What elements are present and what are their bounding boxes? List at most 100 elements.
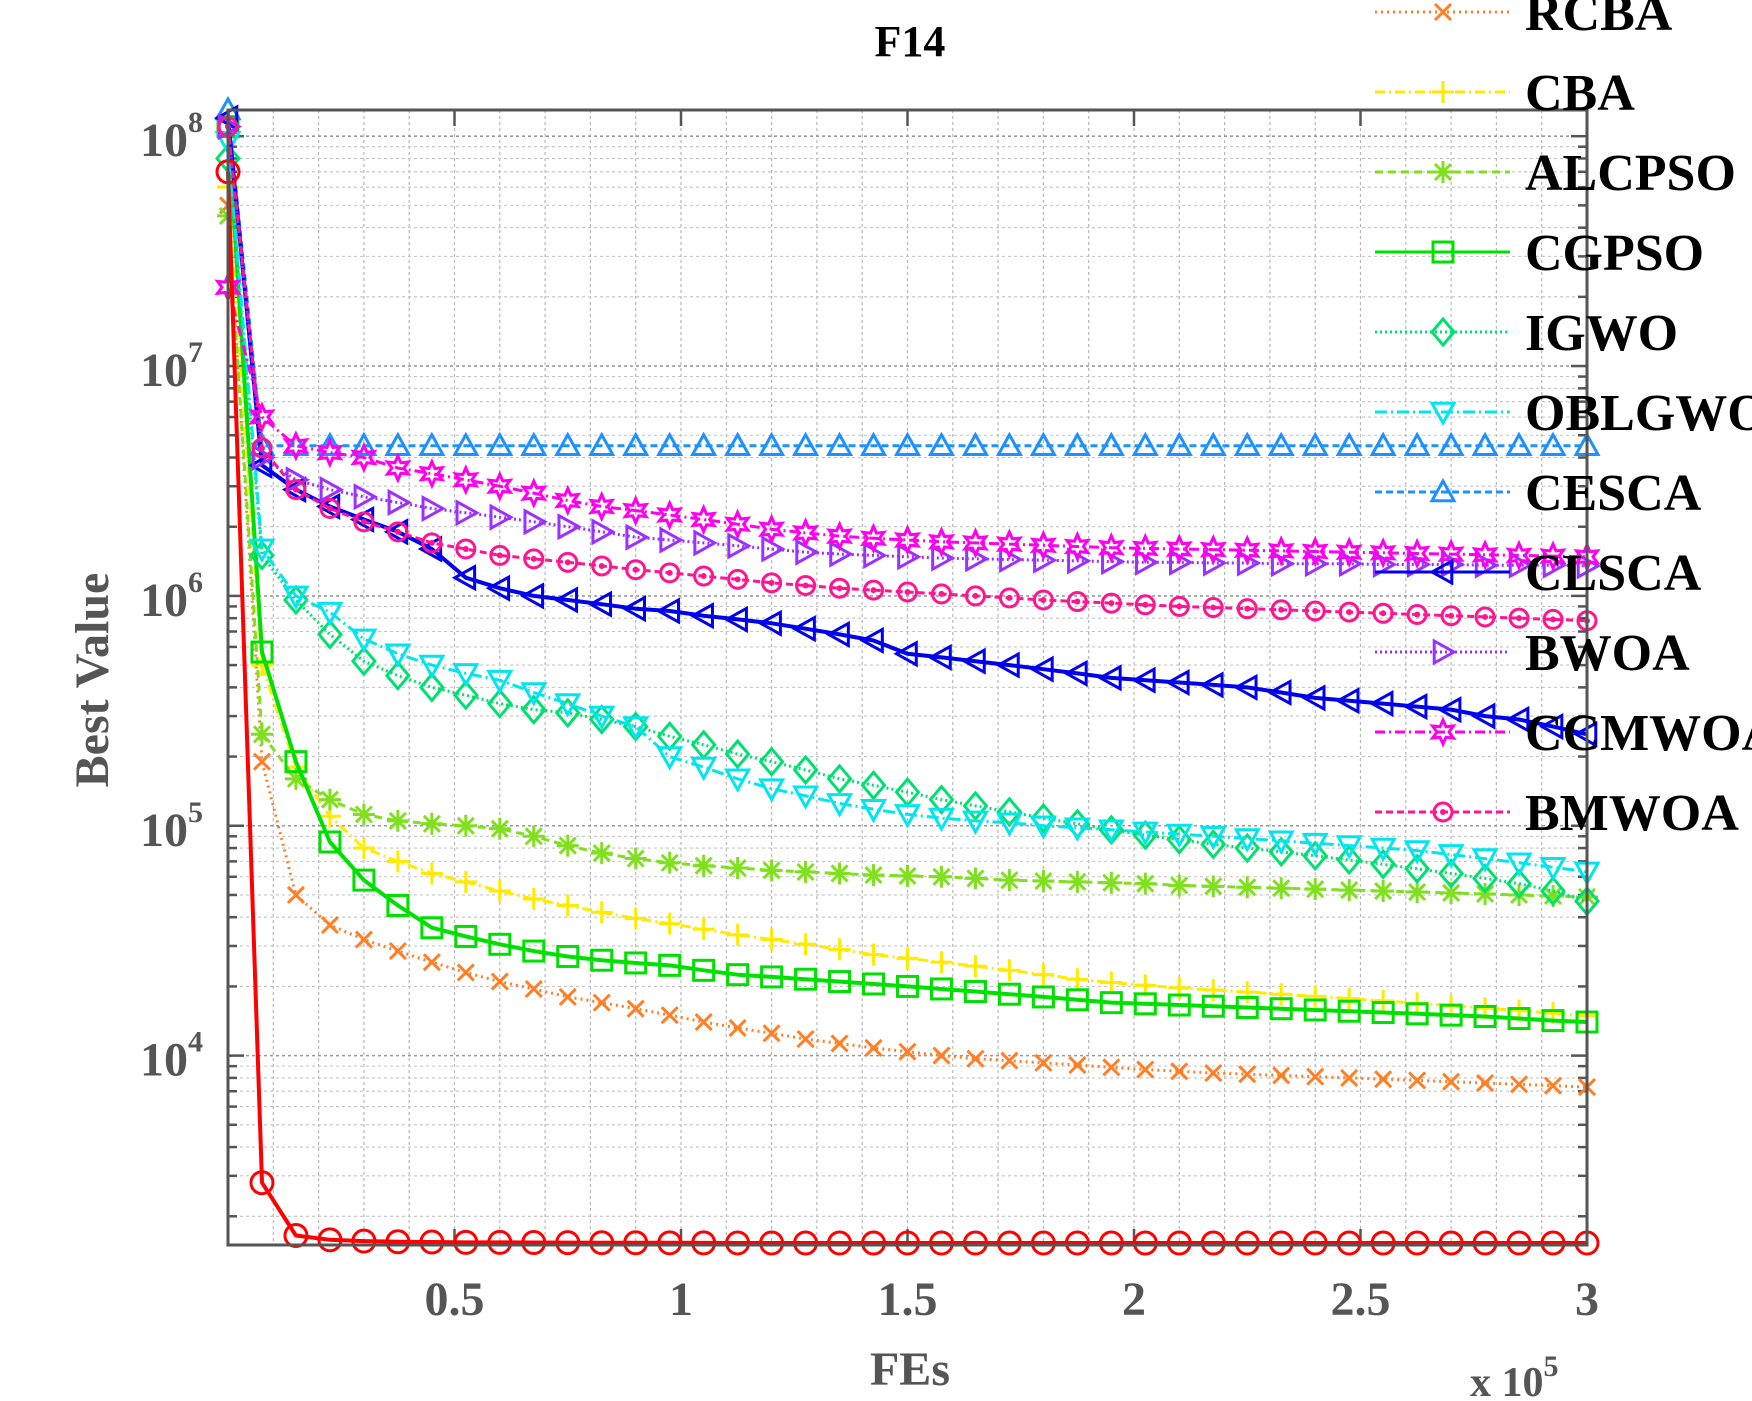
- data-point-bmwoa-center: [1074, 598, 1081, 605]
- data-point-bmwoa-center: [1482, 613, 1489, 620]
- data-point-alcpso: [590, 842, 613, 865]
- data-point-rcba: [1204, 1063, 1223, 1083]
- data-point-unlabeled: [1030, 1230, 1056, 1256]
- data-point-bmwoa: [319, 498, 341, 520]
- data-point-unlabeled: [1506, 1230, 1532, 1256]
- data-point-rcba: [252, 752, 272, 771]
- data-point-cgpso: [1099, 991, 1123, 1015]
- data-point-clsca: [1504, 705, 1530, 734]
- data-point-oblgwo: [927, 807, 956, 833]
- data-point-bmwoa-center: [1516, 615, 1523, 622]
- data-point-alcpso: [726, 857, 749, 879]
- data-point-unlabeled: [589, 1230, 615, 1256]
- data-point-bwoa: [1542, 551, 1568, 579]
- legend-marker-oblgwo: [1429, 401, 1457, 427]
- data-point-alcpso: [1372, 880, 1395, 903]
- data-point-unlabeled: [1166, 1230, 1192, 1256]
- legend-marker-cesca: [1429, 477, 1457, 503]
- data-point-oblgwo: [1471, 848, 1499, 873]
- data-point-clsca: [1233, 673, 1258, 701]
- data-point-igwo: [1200, 829, 1227, 860]
- data-point-cgpso: [896, 974, 919, 998]
- y-tick-base: 10: [140, 804, 188, 857]
- y-tick-exponent: 6: [188, 566, 203, 599]
- data-point-ccmwoa: [486, 470, 514, 502]
- data-point-cba: [1236, 981, 1259, 1004]
- data-point-oblgwo: [1505, 852, 1533, 877]
- data-point-alcpso: [250, 723, 273, 746]
- data-point-rcba: [728, 1018, 747, 1037]
- data-point-bmwoa-center: [564, 559, 571, 566]
- data-point-bwoa: [421, 494, 446, 523]
- series-bmwoa: [217, 116, 1598, 632]
- data-point-cgpso: [997, 982, 1021, 1006]
- data-point-igwo: [758, 746, 785, 778]
- data-point-clsca: [1538, 713, 1564, 741]
- data-point-bmwoa-center: [768, 579, 775, 586]
- data-point-cgpso: [1439, 1003, 1463, 1027]
- data-point-cgpso: [1473, 1004, 1497, 1028]
- legend-item-bmwoa: BMWOA: [1375, 785, 1739, 842]
- data-point-clsca: [961, 647, 986, 675]
- data-point-unlabeled: [1200, 1230, 1226, 1256]
- data-point-igwo: [996, 796, 1023, 828]
- data-point-alcpso: [454, 814, 477, 837]
- y-tick-label: 105: [140, 796, 203, 857]
- data-point-oblgwo: [995, 812, 1023, 837]
- data-point-ccmwoa: [1539, 540, 1567, 572]
- data-point-rcba: [762, 1024, 781, 1043]
- data-point-bwoa: [251, 443, 277, 472]
- data-point-alcpso: [760, 859, 783, 882]
- data-point-oblgwo: [452, 663, 480, 688]
- x-tick-label: 2.5: [1331, 1273, 1391, 1326]
- plot-frame: [226, 108, 1589, 1247]
- legend-item-cgpso: CGPSO: [1375, 225, 1704, 282]
- data-point-cba: [1372, 989, 1395, 1012]
- data-point-alcpso: [1032, 870, 1055, 893]
- data-point-unlabeled: [385, 1229, 411, 1255]
- data-point-clsca: [689, 602, 714, 630]
- data-point-alcpso: [1236, 876, 1259, 899]
- legend-label-igwo: IGWO: [1525, 305, 1678, 362]
- data-point-ccmwoa: [1131, 532, 1159, 565]
- data-point-rcba: [524, 979, 543, 999]
- data-point-bwoa: [659, 526, 684, 554]
- data-point-bmwoa-center: [734, 576, 741, 583]
- data-point-rcba: [422, 953, 441, 972]
- data-point-cesca: [724, 431, 752, 457]
- data-point-oblgwo: [520, 682, 548, 707]
- data-point-bmwoa-center: [666, 569, 673, 576]
- data-point-cgpso: [250, 640, 274, 664]
- data-point-cba: [658, 912, 681, 935]
- y-tick-exponent: 7: [188, 336, 203, 369]
- data-point-bmwoa: [829, 577, 851, 599]
- data-point-cba: [352, 837, 375, 860]
- data-point-cba: [862, 943, 885, 966]
- data-point-cgpso: [963, 980, 987, 1004]
- legend-marker-bwoa: [1432, 638, 1458, 666]
- data-point-bmwoa: [1032, 589, 1054, 611]
- x-tick-label: 0.5: [425, 1273, 485, 1326]
- data-point-ccmwoa: [622, 494, 650, 527]
- data-point-oblgwo: [961, 810, 989, 835]
- chart-title: F14: [875, 17, 946, 66]
- data-point-cba: [726, 923, 749, 946]
- data-point-cba: [896, 947, 919, 970]
- data-point-bwoa: [353, 483, 378, 511]
- data-point-ccmwoa: [1369, 537, 1397, 569]
- data-point-unlabeled: [419, 1229, 445, 1255]
- data-point-alcpso: [862, 864, 885, 887]
- data-point-ccmwoa: [893, 524, 922, 556]
- data-point-oblgwo: [690, 756, 718, 782]
- legend-label-bmwoa: BMWOA: [1525, 785, 1739, 842]
- data-point-bmwoa-center: [1414, 611, 1421, 618]
- data-point-ccmwoa: [1267, 535, 1295, 567]
- data-point-bmwoa: [1440, 605, 1462, 627]
- data-point-oblgwo: [418, 654, 446, 680]
- data-point-cesca: [588, 431, 616, 457]
- data-point-igwo: [384, 660, 411, 691]
- data-point-cgpso: [1269, 997, 1293, 1021]
- legend-label-clsca: CLSCA: [1525, 545, 1702, 602]
- data-point-alcpso: [828, 862, 851, 885]
- data-point-clsca: [1267, 678, 1292, 707]
